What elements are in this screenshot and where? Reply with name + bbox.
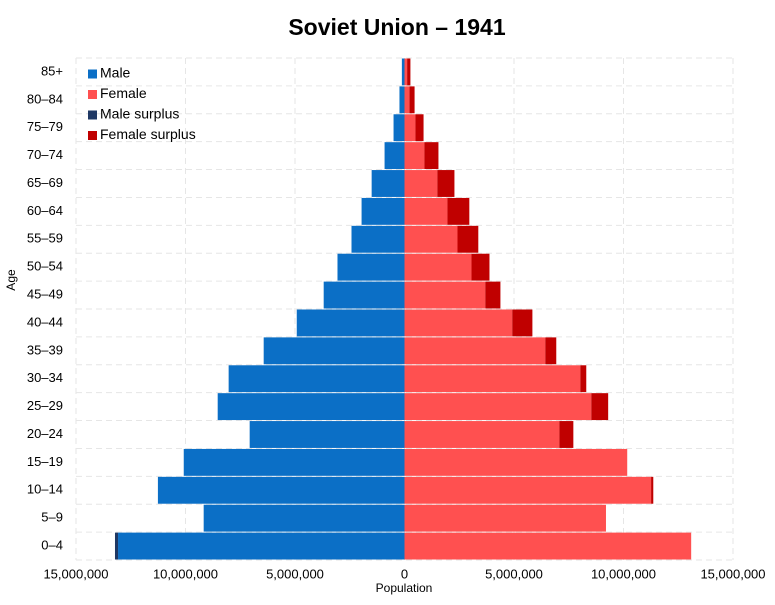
- bar-surplus: [651, 476, 654, 504]
- legend-label: Male: [100, 65, 131, 81]
- y-tick-label: 5–9: [41, 510, 63, 525]
- x-tick-label: 0: [401, 566, 408, 581]
- bar: [404, 532, 692, 560]
- bar: [371, 170, 405, 197]
- bar: [404, 421, 560, 448]
- bar: [404, 337, 546, 365]
- y-tick-label: 50–54: [27, 259, 63, 274]
- bar: [228, 365, 405, 393]
- y-tick-label: 55–59: [27, 231, 63, 246]
- bar: [404, 225, 458, 253]
- bar-surplus: [580, 365, 587, 393]
- y-tick-label: 30–34: [27, 370, 63, 385]
- legend-swatch: [88, 110, 97, 120]
- bar-surplus: [409, 86, 415, 114]
- bar: [203, 504, 405, 532]
- bar: [361, 197, 405, 225]
- bar-surplus: [512, 309, 533, 337]
- legend-swatch: [88, 90, 97, 99]
- bar: [404, 58, 408, 86]
- bar: [404, 504, 606, 532]
- x-tick-label: 15,000,000: [700, 566, 765, 581]
- bar: [401, 58, 405, 86]
- bar-surplus: [591, 393, 609, 421]
- bar-surplus: [471, 253, 490, 281]
- bar: [404, 114, 416, 142]
- bar-surplus: [424, 142, 439, 170]
- y-tick-label: 25–29: [27, 398, 63, 413]
- legend-swatch: [88, 131, 97, 140]
- bar: [404, 309, 513, 337]
- y-tick-label: 65–69: [27, 175, 63, 190]
- bar-surplus: [447, 197, 470, 225]
- chart-title: Soviet Union – 1941: [288, 14, 506, 40]
- bar: [393, 114, 405, 142]
- y-axis-label: Age: [4, 269, 18, 291]
- bar: [404, 197, 448, 225]
- y-tick-label: 35–39: [27, 342, 63, 357]
- bar-surplus: [457, 225, 479, 253]
- y-tick-label: 75–79: [27, 119, 63, 134]
- y-tick-label: 40–44: [27, 314, 63, 329]
- bar: [351, 225, 405, 253]
- x-tick-label: 5,000,000: [266, 566, 324, 581]
- y-tick-label: 15–19: [27, 454, 63, 469]
- bar: [157, 476, 405, 504]
- bar: [404, 476, 652, 504]
- bar-surplus: [415, 114, 424, 142]
- bar-surplus: [407, 58, 411, 86]
- y-tick-label: 45–49: [27, 286, 63, 301]
- bar: [399, 86, 405, 114]
- bar-surplus: [545, 337, 557, 365]
- bar: [249, 421, 405, 448]
- x-tick-label: 15,000,000: [43, 566, 108, 581]
- y-tick-label: 60–64: [27, 203, 63, 218]
- x-tick-label: 10,000,000: [591, 566, 656, 581]
- y-tick-label: 70–74: [27, 147, 63, 162]
- bar: [404, 170, 438, 197]
- bar-surplus: [437, 170, 455, 197]
- legend-label: Female surplus: [100, 126, 196, 142]
- bar: [404, 393, 592, 421]
- bar: [323, 281, 405, 309]
- bar: [337, 253, 405, 281]
- bar-surplus: [559, 421, 574, 448]
- y-tick-label: 80–84: [27, 91, 63, 106]
- bar: [404, 365, 581, 393]
- bar: [263, 337, 405, 365]
- bar-surplus: [114, 532, 119, 560]
- bar: [183, 448, 405, 476]
- bar-surplus: [485, 281, 501, 309]
- y-tick-label: 0–4: [41, 537, 63, 552]
- bar: [118, 532, 405, 560]
- y-tick-label: 20–24: [27, 426, 63, 441]
- legend-label: Male surplus: [100, 106, 179, 122]
- x-tick-label: 10,000,000: [153, 566, 218, 581]
- bar: [404, 86, 410, 114]
- x-tick-label: 5,000,000: [485, 566, 543, 581]
- bar: [296, 309, 405, 337]
- legend-swatch: [88, 69, 97, 79]
- bar: [217, 393, 405, 421]
- legend-label: Female: [100, 85, 147, 101]
- bar: [404, 448, 628, 476]
- bar: [404, 253, 472, 281]
- bar: [384, 142, 405, 170]
- bar: [404, 142, 425, 170]
- bar: [404, 281, 486, 309]
- y-tick-label: 10–14: [27, 482, 63, 497]
- x-axis-label: Population: [376, 581, 433, 595]
- y-tick-label: 85+: [41, 63, 63, 78]
